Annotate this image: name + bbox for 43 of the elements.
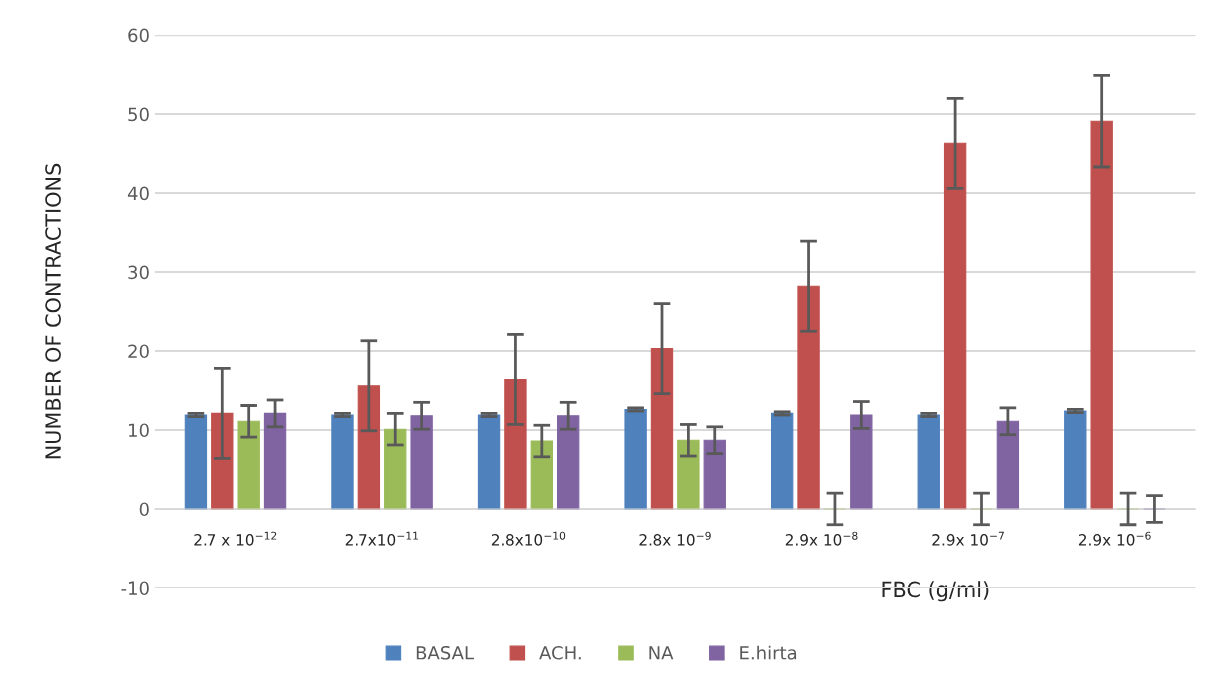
legend-label: BASAL <box>416 645 474 660</box>
x-tick-label: 2.7x10$^{−11}$ <box>345 531 418 546</box>
bar <box>1090 120 1113 510</box>
x-tick-label: 2.7 x 10$^{−12}$ <box>194 531 277 546</box>
bar <box>410 415 433 510</box>
bar <box>943 142 967 510</box>
bar <box>477 414 501 510</box>
x-tick-label: 2.8x10$^{−10}$ <box>491 531 566 546</box>
bar <box>530 440 553 510</box>
bar <box>650 348 674 510</box>
y-tick-label: 60 <box>128 28 149 43</box>
y-tick-label: 40 <box>127 186 149 201</box>
legend-label: E.hirta <box>740 645 797 660</box>
x-tick-label: 2.9x 10$^{−6}$ <box>1078 531 1151 546</box>
bar <box>703 439 726 510</box>
bar <box>357 385 381 510</box>
x-tick-label: 2.9x 10$^{−7}$ <box>932 531 1004 546</box>
bar <box>384 428 407 510</box>
bar <box>1064 410 1087 510</box>
y-tick-label: -10 <box>121 581 149 596</box>
legend-label: ACH. <box>539 645 581 660</box>
bar <box>770 412 794 510</box>
y-tick-label: 50 <box>128 107 149 122</box>
bar <box>677 439 700 510</box>
bar <box>237 420 260 510</box>
y-tick-label: 0 <box>139 502 149 517</box>
bar <box>263 412 287 510</box>
bar <box>797 285 820 510</box>
y-axis-title: NUMBER OF CONTRACTIONS <box>45 163 61 459</box>
y-tick-label: 30 <box>128 265 149 280</box>
y-tick-label: 10 <box>129 423 149 438</box>
bar <box>331 414 354 510</box>
bar <box>504 378 527 510</box>
bar <box>850 414 873 510</box>
bar <box>996 420 1020 510</box>
y-tick-label: 20 <box>128 344 149 359</box>
x-tick-label: 2.9x 10$^{−8}$ <box>785 531 858 546</box>
bar <box>917 414 940 510</box>
bar <box>184 414 208 510</box>
legend-label: NA <box>649 646 674 660</box>
bar <box>624 408 647 510</box>
x-tick-label: 2.8x 10$^{−9}$ <box>639 531 711 546</box>
bar <box>557 415 580 510</box>
